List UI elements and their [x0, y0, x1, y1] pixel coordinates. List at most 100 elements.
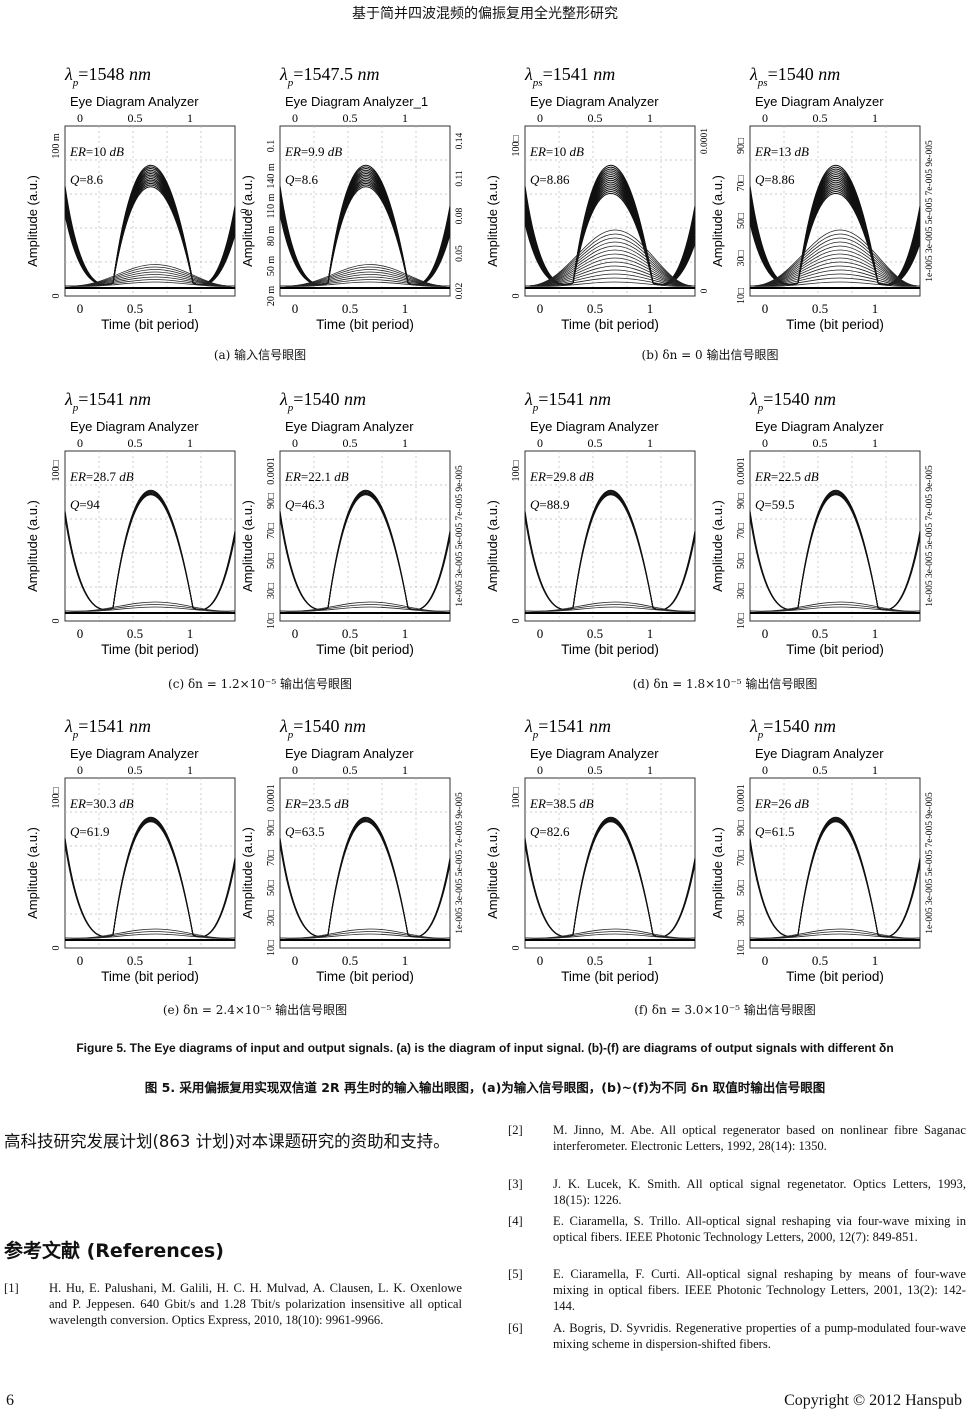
eye-trace [279, 177, 451, 286]
q-label: Q=8.86 [755, 172, 795, 187]
top-tick-label: 1 [872, 436, 878, 450]
y-tick-label: 70□ [266, 850, 277, 866]
copyright: Copyright © 2012 Hanspub [784, 1392, 962, 1409]
q-label: Q=46.3 [285, 497, 324, 512]
top-tick-label: 0.5 [813, 111, 828, 125]
top-tick-label: 0 [292, 111, 298, 125]
subcaption-a: (a) 输入信号眼图 [213, 348, 307, 362]
bottom-tick-label: 0.5 [342, 953, 358, 968]
analyzer-title: Eye Diagram Analyzer [70, 419, 199, 434]
eye-diagram-panel: λp=1541 nm Eye Diagram Analyzer 0 0.5 1 0 0.5 1… [25, 385, 260, 675]
bottom-tick-label: 0.5 [587, 953, 603, 968]
er-label: ER=22.5 dB [754, 469, 819, 484]
eye-trace [279, 274, 451, 287]
eye-trace [749, 821, 921, 938]
er-label: ER=10 dB [529, 144, 584, 159]
top-tick-label: 1 [872, 763, 878, 777]
eye-trace [279, 933, 451, 939]
y-tick-label: 50□ [266, 553, 277, 569]
top-tick-label: 0 [77, 436, 83, 450]
x-axis-label: Time (bit period) [316, 642, 414, 657]
eye-trace [279, 821, 451, 938]
eye-trace [749, 933, 921, 939]
eye-diagram-panel: λp=1540 nm Eye Diagram Analyzer 0 0.5 1 0 0.5 1… [710, 712, 945, 1002]
x-axis-label: Time (bit period) [316, 317, 414, 332]
top-tick-label: 1 [647, 763, 653, 777]
subcaption-e: (e) δn = 2.4×10⁻⁵ 输出信号眼图 [162, 1003, 348, 1017]
y-tick-label: 30□ [266, 910, 277, 926]
eye-traces [524, 817, 696, 941]
eye-trace [64, 173, 236, 286]
eye-traces [279, 490, 451, 614]
top-tick-label: 1 [187, 111, 193, 125]
y-tick-label: 0 [511, 619, 522, 624]
eye-trace [749, 245, 921, 287]
q-label: Q=61.5 [755, 824, 794, 839]
top-tick-label: 0 [762, 111, 768, 125]
eye-trace [279, 174, 451, 286]
eye-diagram-panel: λp=1541 nm Eye Diagram Analyzer 0 0.5 1 0 0.5 1… [25, 712, 260, 1002]
analyzer-title: Eye Diagram Analyzer_1 [285, 94, 428, 109]
bottom-tick-label: 1 [402, 953, 409, 968]
wavelength-label: λp=1541 nm [524, 389, 611, 414]
y-tick-label: 10□ [736, 288, 747, 304]
bottom-tick-label: 0.5 [812, 953, 828, 968]
wavelength-label: λp=1541 nm [64, 389, 151, 414]
y-tick-label: 50 m [266, 256, 277, 277]
wavelength-label: λp=1541 nm [64, 716, 151, 741]
y-axis-label: Amplitude (a.u.) [710, 500, 725, 592]
bottom-tick-label: 0 [77, 626, 84, 641]
subcaption-b: (b) δn = 0 输出信号眼图 [641, 348, 779, 362]
eye-trace [279, 170, 451, 286]
top-tick-label: 0.5 [813, 763, 828, 777]
q-label: Q=94 [70, 497, 100, 512]
top-tick-label: 1 [647, 436, 653, 450]
eye-trace [524, 249, 696, 287]
right-axis-label: 0.0001 [700, 128, 710, 154]
eye-trace [524, 229, 696, 287]
y-tick-label: 100□ [511, 460, 522, 481]
er-label: ER=29.8 dB [529, 469, 594, 484]
eye-trace [64, 266, 236, 287]
y-axis-label: Amplitude (a.u.) [240, 500, 255, 592]
x-axis-label: Time (bit period) [561, 317, 659, 332]
y-tick-label: 70□ [736, 523, 747, 539]
bottom-tick-label: 0.5 [812, 301, 828, 316]
q-label: Q=88.9 [530, 497, 569, 512]
x-axis-label: Time (bit period) [786, 642, 884, 657]
analyzer-title: Eye Diagram Analyzer [285, 419, 414, 434]
eye-trace [279, 279, 451, 287]
eye-trace [749, 193, 921, 286]
y-axis-label: Amplitude (a.u.) [485, 500, 500, 592]
q-label: Q=82.6 [530, 824, 570, 839]
x-axis-label: Time (bit period) [786, 969, 884, 984]
eye-trace [64, 604, 236, 612]
top-tick-label: 0 [537, 111, 543, 125]
bottom-tick-label: 0.5 [127, 301, 143, 316]
x-axis-label: Time (bit period) [786, 317, 884, 332]
top-tick-label: 0.5 [343, 111, 358, 125]
eye-traces [64, 817, 236, 941]
eye-trace [279, 606, 451, 612]
eye-trace [749, 931, 921, 939]
y-tick-label: 70□ [736, 175, 747, 191]
bottom-tick-label: 0 [537, 626, 544, 641]
eye-trace [524, 261, 696, 287]
top-tick-label: 0 [292, 763, 298, 777]
y-axis-label: Amplitude (a.u.) [710, 175, 725, 267]
er-label: ER=10 dB [69, 144, 124, 159]
right-axis-label: 0.08 [455, 207, 465, 224]
y-tick-label: 70□ [736, 850, 747, 866]
x-axis-label: Time (bit period) [316, 969, 414, 984]
subcaption-d: (d) δn = 1.8×10⁻⁵ 输出信号眼图 [632, 677, 818, 691]
bottom-tick-label: 0 [537, 953, 544, 968]
y-tick-label: 140 m [266, 163, 277, 189]
er-label: ER=28.7 dB [69, 469, 134, 484]
analyzer-title: Eye Diagram Analyzer [530, 419, 659, 434]
bottom-tick-label: 1 [402, 301, 409, 316]
reference-text: M. Jinno, M. Abe. All optical regenerato… [553, 1123, 966, 1154]
eye-trace [64, 279, 236, 287]
references-heading: 参考文献 (References) [4, 1240, 224, 1262]
right-axis-label: 1e-005 3e-005 5e-005 7e-005 9e-005 [925, 140, 935, 282]
eye-traces [279, 165, 451, 289]
